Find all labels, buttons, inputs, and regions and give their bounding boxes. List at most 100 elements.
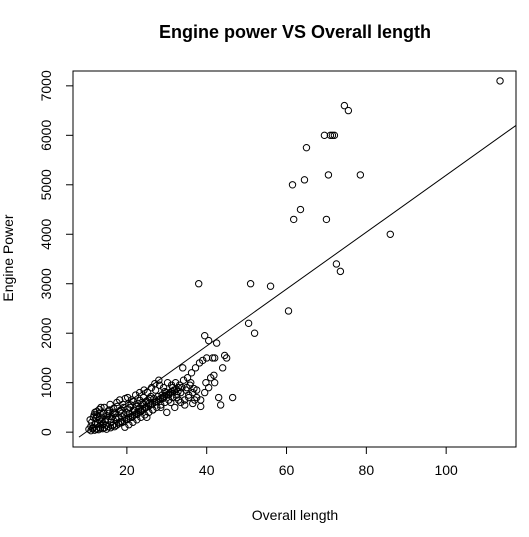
data-point: [183, 374, 192, 382]
data-point: [150, 394, 158, 403]
data-point: [157, 401, 165, 409]
data-point: [112, 421, 121, 429]
y-tick-label: 3000: [38, 268, 54, 299]
data-point: [95, 405, 104, 414]
data-point: [96, 409, 104, 418]
data-point: [151, 386, 160, 394]
data-point: [109, 408, 117, 417]
data-point: [137, 413, 145, 422]
data-point: [302, 143, 311, 152]
data-point: [208, 354, 217, 362]
x-tick-label: 100: [434, 462, 458, 478]
data-point: [133, 416, 141, 424]
data-point: [244, 319, 253, 328]
data-point: [162, 388, 170, 397]
data-point: [179, 376, 188, 384]
data-point: [191, 364, 200, 372]
data-point: [210, 354, 219, 362]
data-point: [87, 426, 95, 435]
y-tick-label: 5000: [38, 169, 54, 200]
data-point: [195, 280, 203, 288]
data-point: [202, 378, 210, 387]
data-point: [115, 396, 124, 404]
data-point: [178, 383, 186, 392]
fit-line: [78, 125, 517, 438]
data-point: [110, 404, 118, 413]
data-point: [121, 423, 129, 431]
x-tick-label: 60: [279, 462, 295, 478]
data-point: [356, 171, 365, 179]
data-point: [250, 329, 259, 337]
data-point: [171, 403, 179, 412]
data-point: [340, 101, 349, 110]
data-point: [131, 391, 140, 399]
data-point: [154, 392, 162, 401]
data-point: [197, 396, 205, 404]
data-point: [220, 351, 229, 360]
data-point: [149, 406, 157, 414]
data-point: [170, 386, 178, 394]
data-point: [117, 406, 125, 414]
data-point: [288, 181, 297, 189]
data-point: [296, 205, 305, 214]
data-point: [328, 131, 337, 140]
data-point: [496, 77, 504, 85]
data-point: [141, 411, 149, 419]
data-point: [117, 409, 126, 418]
y-axis-label: Engine Power: [0, 214, 16, 302]
y-tick-label: 7000: [38, 70, 54, 101]
data-point: [344, 106, 353, 115]
data-point: [163, 378, 172, 387]
y-tick-label: 1000: [38, 367, 54, 398]
y-tick-label: 0: [38, 428, 54, 436]
data-point: [386, 230, 394, 238]
data-point: [155, 381, 164, 389]
data-point: [171, 378, 180, 387]
data-point: [284, 307, 293, 315]
data-point: [134, 399, 142, 408]
data-point: [125, 421, 133, 429]
data-point: [185, 393, 193, 402]
data-point: [189, 388, 197, 397]
data-point: [212, 339, 221, 347]
data-point: [214, 393, 223, 402]
data-point: [129, 418, 137, 426]
plot-frame: [72, 70, 517, 448]
data-point: [222, 354, 231, 362]
data-point: [177, 398, 185, 407]
data-point: [161, 398, 169, 407]
data-point: [174, 387, 182, 396]
data-point: [182, 386, 190, 394]
x-tick-label: 80: [359, 462, 375, 478]
data-point: [228, 393, 237, 402]
data-point: [97, 421, 105, 429]
data-point: [157, 403, 165, 412]
data-point: [104, 407, 112, 416]
data-point: [123, 393, 132, 402]
data-point: [320, 131, 329, 140]
data-point: [105, 409, 113, 418]
data-point: [197, 402, 205, 411]
data-point: [290, 215, 298, 224]
data-point: [155, 376, 163, 384]
data-point: [193, 393, 201, 402]
data-point: [324, 171, 333, 179]
data-point: [300, 176, 309, 184]
x-tick-label: 40: [199, 462, 215, 478]
data-point: [127, 396, 136, 404]
data-point: [135, 388, 144, 397]
y-tick-label: 4000: [38, 218, 54, 249]
data-point: [163, 408, 171, 417]
data-point: [142, 397, 150, 406]
data-point: [204, 336, 213, 345]
data-point: [187, 369, 196, 377]
data-point: [147, 383, 156, 392]
data-point: [201, 331, 209, 340]
y-tick-label: 6000: [38, 120, 54, 151]
data-point: [195, 359, 204, 367]
data-point: [322, 215, 331, 224]
data-point: [153, 403, 161, 412]
fit-line-layer: [78, 125, 517, 438]
data-point: [190, 384, 198, 393]
